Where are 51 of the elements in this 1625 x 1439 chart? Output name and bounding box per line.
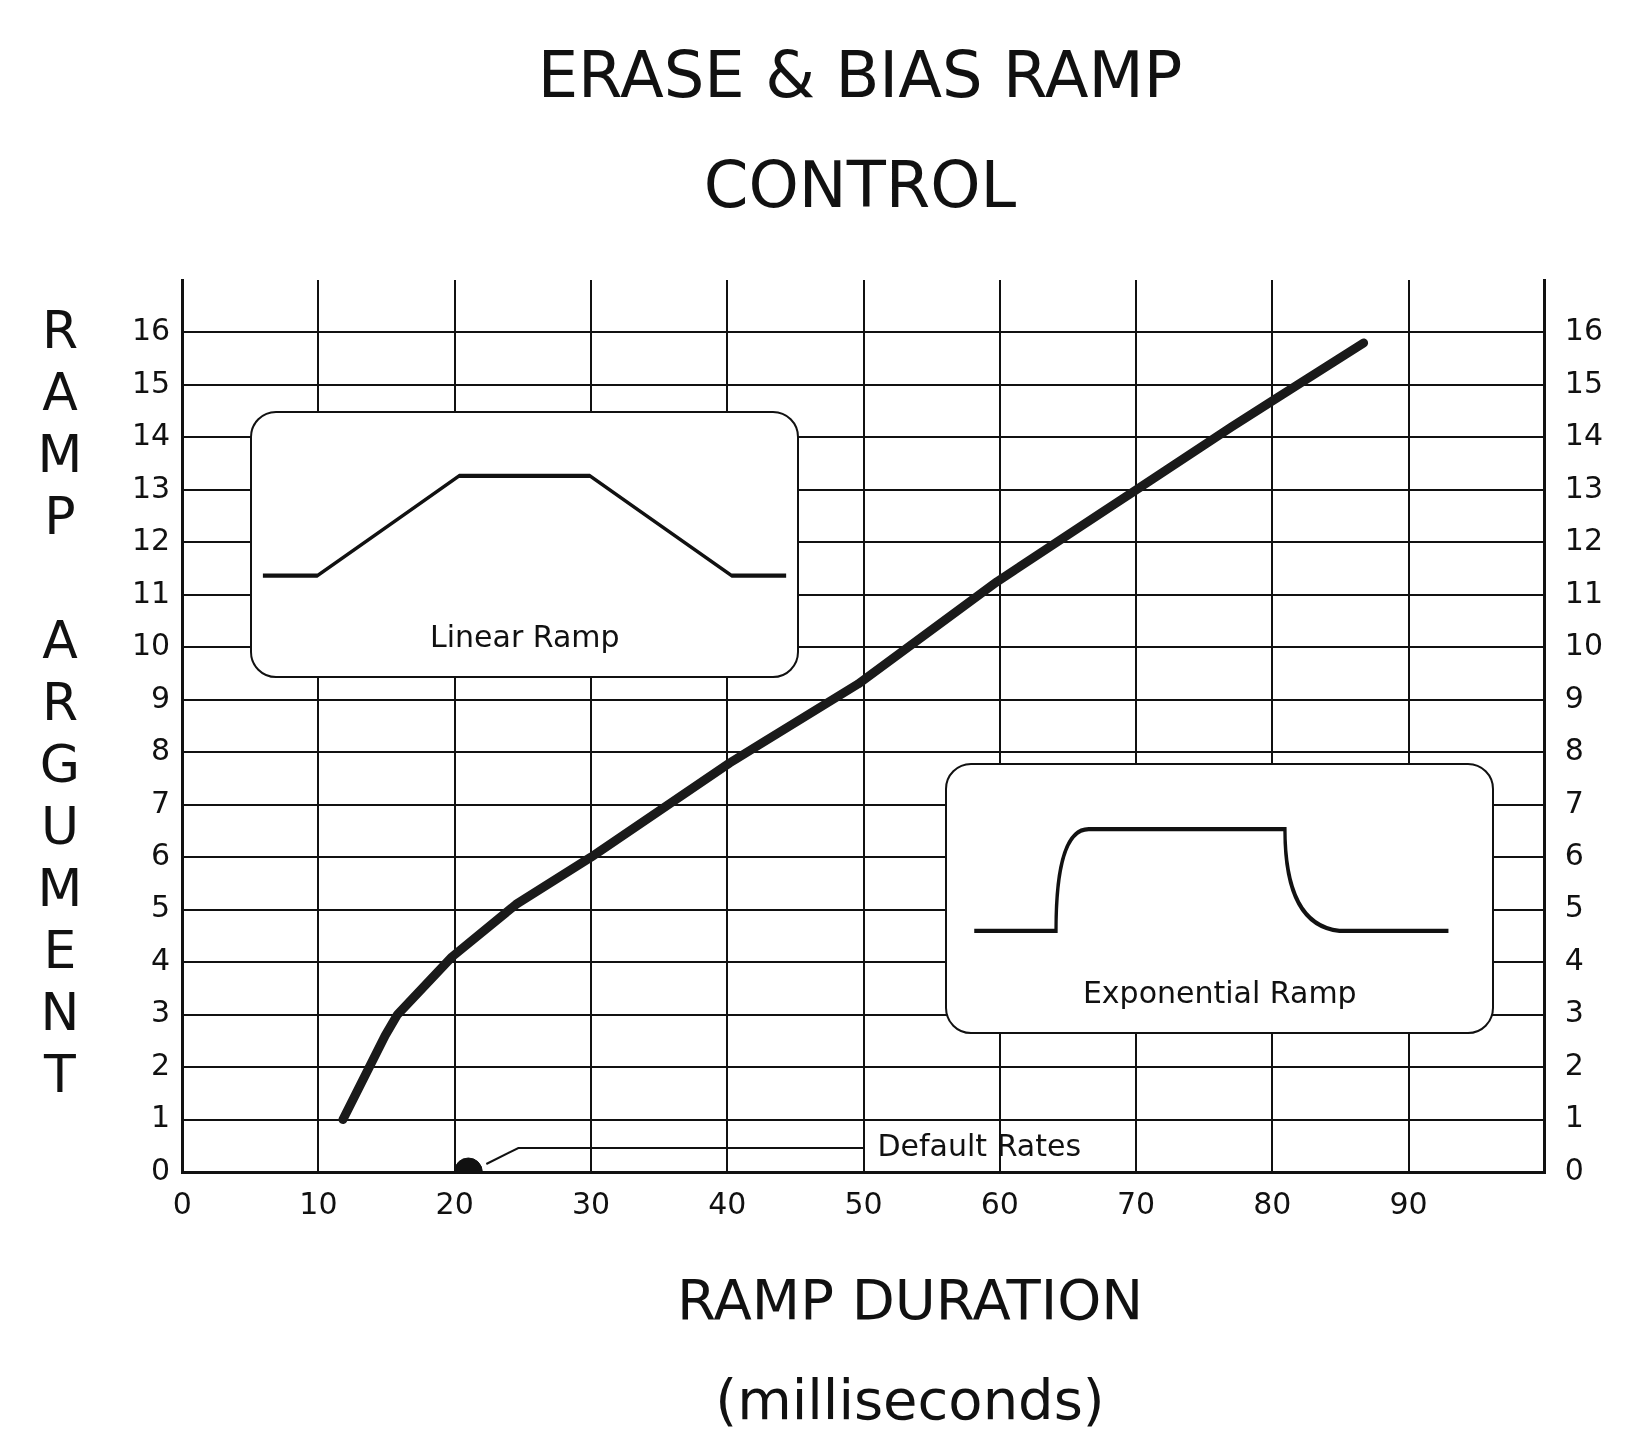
y-tick-label: 10 — [131, 627, 171, 663]
y2-tick-label: 7 — [1564, 784, 1584, 820]
y2-tick-label: 14 — [1564, 417, 1604, 453]
y-tick-label: 5 — [151, 889, 171, 925]
y2-tick-label: 13 — [1564, 469, 1604, 505]
y-tick-label: 14 — [131, 417, 171, 453]
x-tick-label: 20 — [435, 1185, 474, 1221]
x-tick-label: 80 — [1253, 1185, 1292, 1221]
y2-tick-label: 12 — [1564, 522, 1604, 558]
x-tick-label: 90 — [1389, 1185, 1428, 1221]
y2-tick-label: 3 — [1564, 994, 1584, 1030]
y2-tick-label: 10 — [1564, 627, 1604, 663]
x-tick-label: 40 — [708, 1185, 747, 1221]
y2-tick-label: 5 — [1564, 889, 1584, 925]
y2-tick-label: 4 — [1564, 941, 1584, 977]
annotation: Linear Ramp — [429, 618, 621, 654]
text: Default Rates — [877, 1127, 1082, 1163]
x-tick-label: 50 — [844, 1185, 883, 1221]
y-tick-label: 15 — [131, 364, 171, 400]
chart-title: ERASE & BIAS RAMP CONTROL — [536, 37, 1184, 224]
sloped-ramp-diagram: Linear Ramp — [250, 411, 800, 678]
x-axis-title: RAMP DURATION (milliseconds) — [675, 1266, 1145, 1434]
y2-tick-label: 6 — [1564, 836, 1584, 872]
x-tick-label: 70 — [1116, 1185, 1156, 1221]
y2-tick-label: 8 — [1564, 732, 1584, 768]
y2-tick-label: 11 — [1564, 574, 1604, 610]
y-tick-label: 6 — [151, 836, 171, 872]
y-tick-label: 16 — [131, 312, 171, 348]
x-tick-label: 60 — [980, 1185, 1019, 1221]
y2-tick-label: 16 — [1564, 312, 1604, 348]
y-tick-label: 2 — [151, 1046, 171, 1082]
x-tick-label: 30 — [571, 1185, 611, 1221]
y2-tick-label: 9 — [1564, 679, 1584, 715]
y2-tick-label: 1 — [1564, 1099, 1584, 1135]
y-tick-label: 13 — [131, 469, 171, 505]
y-tick-label: 0 — [151, 1151, 171, 1187]
y2-tick-label: 15 — [1564, 364, 1604, 400]
y-tick-label: 3 — [151, 994, 171, 1030]
y-tick-label: 8 — [151, 732, 171, 768]
y-tick-label: 11 — [131, 574, 171, 610]
y-tick-label: 1 — [151, 1099, 171, 1135]
y2-tick-label: 2 — [1564, 1046, 1584, 1082]
annotation: Exponential Ramp — [1081, 975, 1358, 1011]
y-tick-label: 4 — [151, 941, 171, 977]
y2-tick-label: 0 — [1564, 1151, 1584, 1187]
x-tick-label: 10 — [299, 1185, 338, 1221]
y-axis-title: RAMP ARGUMENT — [30, 300, 90, 1106]
y-tick-label: 7 — [151, 784, 171, 820]
curved-ramp-diagram: Exponential Ramp — [945, 762, 1495, 1035]
y-tick-label: 9 — [151, 679, 171, 715]
y-tick-label: 12 — [131, 522, 171, 558]
